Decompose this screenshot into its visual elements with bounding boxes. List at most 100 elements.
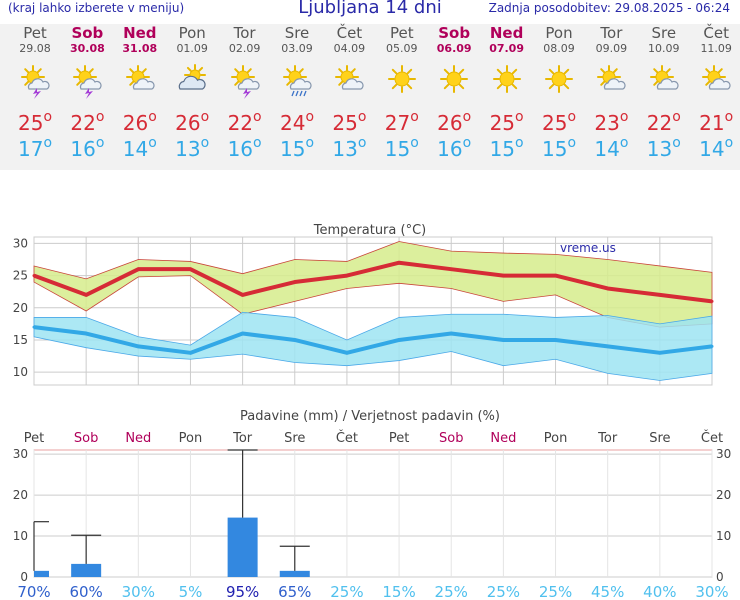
precip-probability: 25%: [539, 583, 572, 600]
high-temp-point: [188, 267, 192, 271]
temperature-chart: Temperatura (°C) 10 15 20 25 30 vreme.us: [13, 223, 714, 386]
day-name: Ned: [123, 24, 157, 42]
degree-symbol: o: [462, 109, 472, 125]
top-bar: (kraj lahko izberete v meniju) Ljubljana…: [0, 0, 740, 18]
day-date: 30.08: [69, 42, 105, 55]
high-temp-point: [32, 274, 36, 278]
day-name: Sob: [71, 24, 104, 42]
sun-cloud-icon: [702, 65, 731, 90]
sun-storm-icon: [21, 65, 50, 99]
day-name: Tor: [600, 24, 623, 42]
day-name: Čet: [703, 24, 729, 42]
degree-symbol: o: [148, 135, 157, 151]
high-temp: 26o: [175, 109, 210, 135]
forecast-day: Tor 09.09 23o 14o: [585, 24, 637, 161]
low-temp-point: [345, 351, 349, 355]
precip-probability: 25%: [487, 583, 520, 600]
degree-symbol: o: [43, 135, 53, 151]
degree-symbol: o: [200, 135, 210, 151]
day-date: 10.09: [648, 42, 680, 55]
x-tick-label: Čet: [701, 430, 723, 446]
high-temp-point: [136, 267, 140, 271]
high-temp: 24o: [279, 109, 315, 135]
forecast-day: Sob 06.09 26o 16o: [428, 24, 480, 161]
low-temp-point: [241, 332, 245, 336]
forecast-day: Pon 01.09 26o 13o: [166, 24, 218, 161]
y-tick-label: 20: [13, 301, 28, 315]
sun-cloud-icon: [597, 65, 626, 90]
x-tick-label: Pon: [544, 431, 568, 446]
forecast-day: Ned 31.08 26o 14o: [114, 24, 166, 161]
degree-symbol: o: [724, 135, 734, 151]
low-temp: 13o: [175, 135, 210, 161]
forecast-day: Sob 30.08 22o 16o: [61, 24, 113, 161]
y-tick-label: 10: [13, 365, 28, 379]
day-date: 04.09: [333, 42, 366, 55]
high-temp: 25o: [541, 109, 577, 135]
high-temp-point: [345, 274, 349, 278]
high-temp-point: [658, 293, 662, 297]
y-tick-label-right: 10: [716, 529, 731, 543]
y-tick-label-right: 20: [716, 488, 731, 502]
degree-symbol: o: [148, 109, 157, 125]
x-tick-label: Ned: [490, 431, 516, 446]
temperature-chart-title: Temperatura (°C): [313, 223, 426, 238]
low-temp: 14o: [594, 135, 629, 161]
precip-probability: 65%: [278, 583, 311, 600]
degree-symbol: o: [515, 135, 524, 151]
day-date: 11.09: [700, 42, 732, 55]
y-tick-label-left: 10: [13, 529, 28, 543]
plot-frame: [33, 449, 713, 578]
low-temp: 16o: [227, 135, 262, 161]
high-temp: 22o: [70, 109, 105, 135]
degree-symbol: o: [619, 135, 629, 151]
high-temp-point: [501, 274, 505, 278]
x-tick-label: Tor: [597, 431, 618, 446]
day-name: Pet: [389, 24, 414, 42]
high-temp: 25o: [332, 109, 367, 135]
low-temp: 15o: [279, 135, 315, 161]
degree-symbol: o: [515, 109, 524, 125]
day-name: Ned: [489, 24, 524, 42]
cloud-sun-icon: [178, 64, 207, 90]
degree-symbol: o: [357, 109, 367, 125]
precip-bar: [279, 570, 310, 577]
y-tick-label-right: 0: [716, 570, 724, 584]
degree-symbol: o: [672, 135, 681, 151]
x-tick-label: Tor: [232, 431, 253, 446]
day-name: Sob: [438, 24, 471, 42]
forecast-day: Čet 04.09 25o 13o: [323, 24, 375, 161]
high-temp: 21o: [699, 109, 734, 135]
degree-symbol: o: [253, 135, 262, 151]
forecast-day: Sre 03.09 24o 15o: [271, 24, 323, 161]
low-temp-point: [606, 344, 610, 348]
low-temp-point: [32, 325, 36, 329]
high-temp: 27o: [384, 109, 419, 135]
x-tick-label: Pet: [389, 431, 409, 446]
degree-symbol: o: [305, 135, 315, 151]
day-name: Sre: [651, 24, 677, 42]
low-temp: 16o: [70, 135, 105, 161]
high-temp: 22o: [646, 109, 681, 135]
day-date: 08.09: [543, 42, 575, 55]
forecast-day: Sre 10.09 22o 13o: [638, 24, 690, 161]
day-date: 02.09: [228, 42, 261, 55]
x-tick-label: Sre: [284, 431, 305, 446]
high-temp-point: [84, 293, 88, 297]
low-temp-point: [449, 332, 453, 336]
precip-bar: [34, 570, 49, 577]
forecast-day: Čet 11.09 21o 14o: [690, 24, 740, 161]
precip-probability: 70%: [17, 583, 50, 600]
sun-icon: [387, 65, 416, 93]
precip-probability: 25%: [330, 583, 363, 600]
day-name: Pet: [23, 24, 47, 42]
high-temp: 25o: [17, 109, 53, 135]
precip-bar: [71, 563, 102, 577]
degree-symbol: o: [672, 109, 681, 125]
forecast-day: Ned 07.09 25o 15o: [481, 24, 533, 161]
high-temp: 25o: [489, 109, 524, 135]
y-tick-label: 25: [13, 269, 28, 283]
precip-probability: 95%: [226, 583, 259, 600]
sun-cloud-icon: [335, 65, 364, 90]
day-date: 03.09: [281, 42, 313, 55]
